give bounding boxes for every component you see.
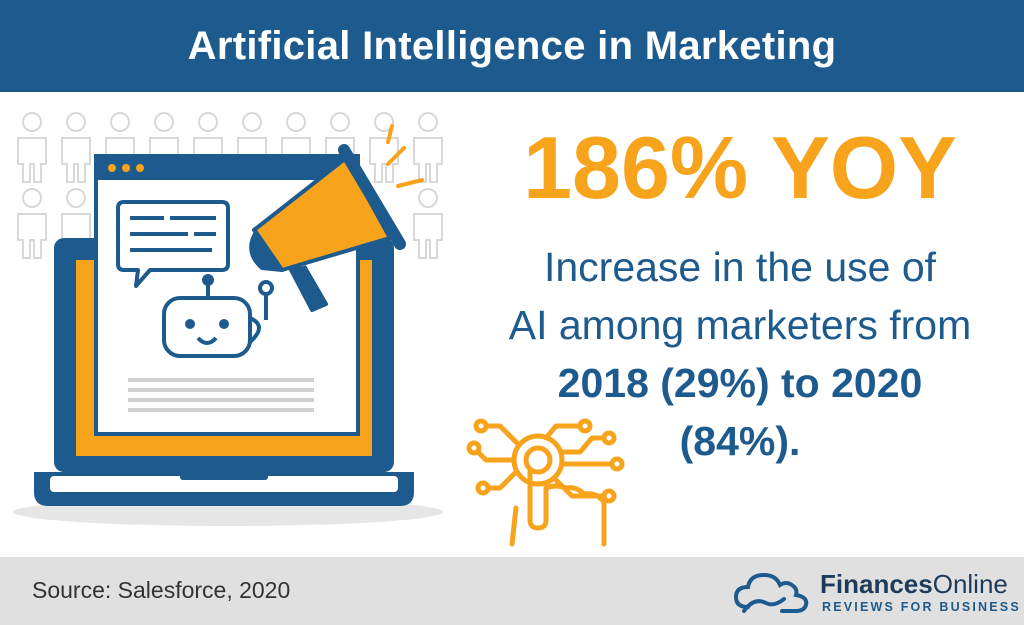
description-line-2: AI among marketers from (508, 302, 972, 348)
description-line-4: (84%). (679, 418, 801, 464)
robot-icon (162, 274, 274, 358)
header-banner: Artificial Intelligence in Marketing (0, 0, 1024, 92)
marketing-illustration (13, 112, 625, 547)
megaphone-icon (249, 124, 424, 312)
people-icons (17, 112, 443, 259)
stat-description: Increase in the use of AI among marketer… (460, 238, 1020, 470)
description-line-3: 2018 (29%) to 2020 (557, 360, 923, 406)
brand-name-bold: Finances (820, 569, 933, 599)
headline-stat: 186% YOY (523, 118, 957, 217)
brand-logo[interactable]: FinancesOnline REVIEWS FOR BUSINESS (732, 567, 1019, 617)
page-title: Artificial Intelligence in Marketing (187, 23, 837, 68)
chat-bubble-icon (116, 200, 230, 288)
footer-bar: Source: Salesforce, 2020 FinancesOnline … (0, 557, 1024, 625)
hand-circuit-icon (466, 418, 625, 547)
source-citation: Source: Salesforce, 2020 (32, 577, 291, 603)
cloud-icon (733, 572, 809, 613)
description-line-1: Increase in the use of (543, 244, 937, 290)
brand-name: FinancesOnline (820, 569, 1008, 600)
brand-name-light: Online (932, 569, 1008, 599)
brand-tagline: REVIEWS FOR BUSINESS (822, 600, 1021, 614)
